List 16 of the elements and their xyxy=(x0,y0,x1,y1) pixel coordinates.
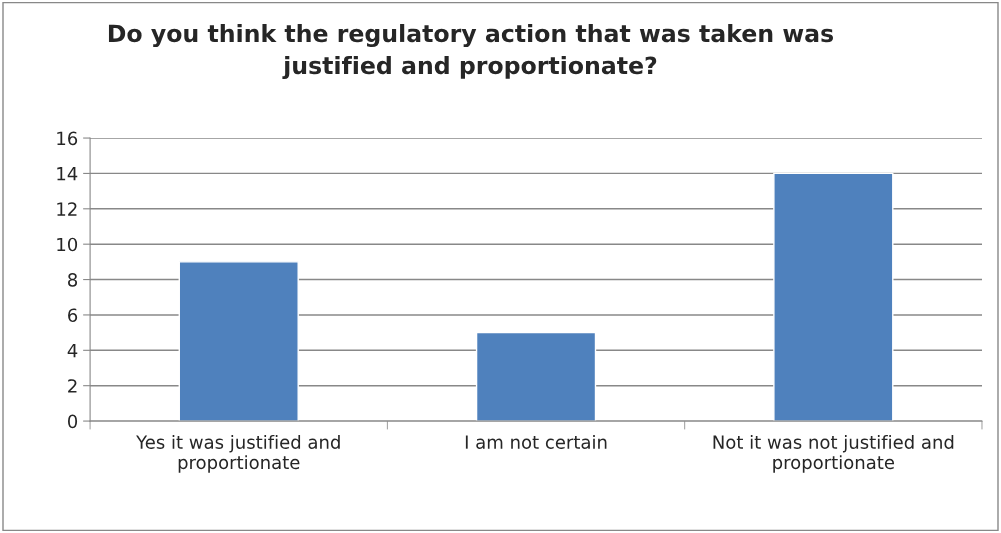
y-tick-label: 2 xyxy=(68,379,77,393)
y-tick-label: 6 xyxy=(68,308,78,323)
y-tick-label: 10 xyxy=(57,237,78,252)
x-tick-label: Yes it was justified and proportionate xyxy=(136,434,340,473)
y-tick-label: 0 xyxy=(67,414,78,429)
y-tick-label: 16 xyxy=(57,131,78,146)
y-tick-label: 12 xyxy=(57,202,77,216)
y-tick-label: 4 xyxy=(67,344,78,358)
bar xyxy=(178,261,299,422)
y-tick-label: 8 xyxy=(68,273,78,287)
y-tick-label: 14 xyxy=(57,167,78,181)
bar xyxy=(475,331,597,422)
chart-title: Do you think the regulatory action that was taken was justified and proportionate? xyxy=(108,23,834,80)
x-tick-label: I am not certain xyxy=(465,434,607,449)
x-tick-label: Not it was not justified and proportionate xyxy=(713,434,954,473)
bar xyxy=(773,172,894,422)
